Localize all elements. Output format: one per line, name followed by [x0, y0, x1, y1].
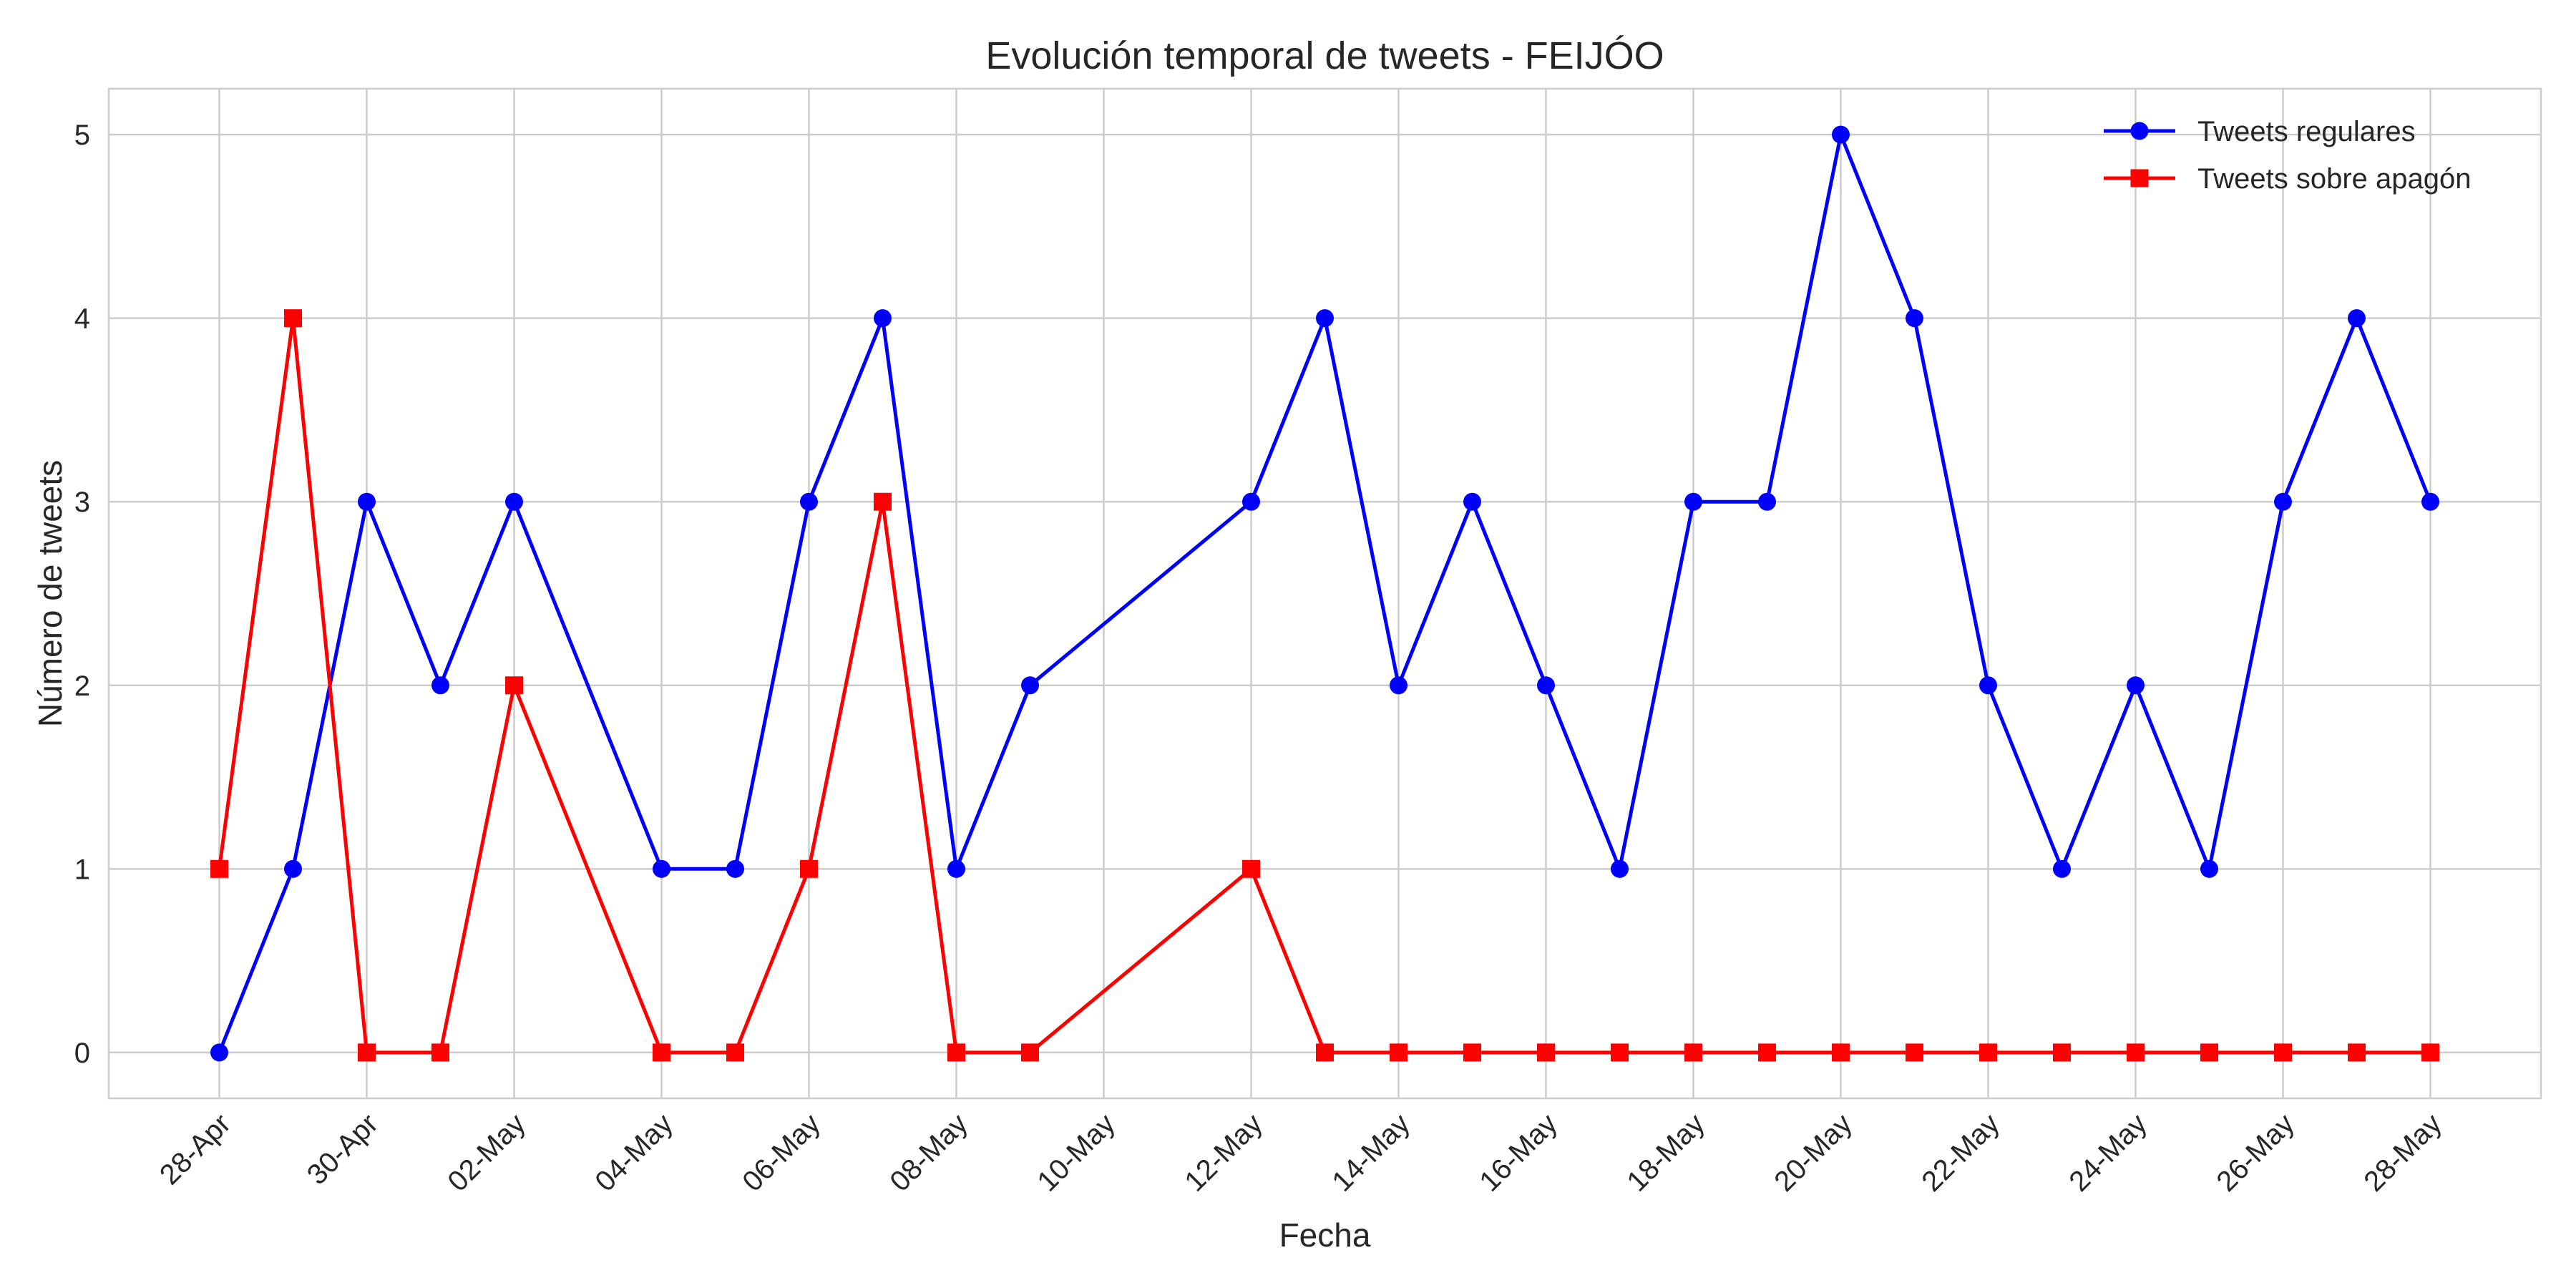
data-point — [1021, 676, 1039, 695]
data-point — [947, 1043, 965, 1062]
data-point — [653, 859, 670, 878]
data-point — [726, 859, 744, 878]
data-point — [1758, 1043, 1776, 1062]
data-point — [1979, 1043, 1997, 1062]
data-point — [1242, 859, 1260, 878]
data-point — [2421, 1043, 2439, 1062]
legend-item: Tweets regulares — [2104, 116, 2416, 147]
data-point — [358, 1043, 376, 1062]
series-layer — [210, 125, 2439, 1062]
data-point — [2200, 859, 2218, 878]
data-point — [2200, 1043, 2218, 1062]
y-tick-label: 1 — [74, 854, 90, 885]
data-point — [431, 676, 449, 695]
data-point — [1906, 309, 1923, 328]
data-point — [2274, 492, 2292, 511]
data-point — [1021, 1043, 1039, 1062]
series-tweets-apagon — [210, 309, 2439, 1062]
data-point — [1832, 125, 1850, 144]
grid — [109, 89, 2541, 1098]
data-point — [2274, 1043, 2292, 1062]
data-point — [800, 492, 818, 511]
legend: Tweets regulares Tweets sobre apagón — [2104, 116, 2471, 195]
data-point — [2348, 1043, 2366, 1062]
data-point — [1463, 1043, 1481, 1062]
data-point — [2053, 859, 2071, 878]
data-point — [1611, 1043, 1629, 1062]
data-point — [947, 859, 965, 878]
data-point — [2348, 309, 2366, 328]
y-tick-label: 3 — [74, 487, 90, 518]
data-point — [726, 1043, 744, 1062]
data-point — [210, 859, 228, 878]
data-point — [800, 859, 818, 878]
plot-frame — [107, 87, 2542, 1100]
data-point — [1390, 1043, 1407, 1062]
data-point — [431, 1043, 449, 1062]
y-axis-ticks: 0 1 2 3 4 5 — [74, 119, 90, 1069]
series-line — [218, 316, 2431, 1055]
data-point — [1537, 676, 1555, 695]
data-point — [284, 309, 302, 328]
data-point — [874, 309, 892, 328]
data-point — [2053, 1043, 2071, 1062]
data-point — [1316, 1043, 1334, 1062]
y-tick-label: 4 — [74, 303, 90, 335]
series-line — [218, 132, 2432, 1053]
data-point — [2127, 676, 2145, 695]
data-point — [653, 1043, 670, 1062]
data-point — [1906, 1043, 1923, 1062]
data-point — [1758, 492, 1776, 511]
data-point — [1611, 859, 1629, 878]
data-point — [1463, 492, 1481, 511]
data-point — [1832, 1043, 1850, 1062]
legend-marker — [2130, 122, 2149, 140]
data-point — [505, 676, 523, 695]
data-point — [505, 492, 523, 511]
data-point — [284, 859, 302, 878]
chart-title: Evolución temporal de tweets - FEIJÓO — [985, 34, 1664, 77]
y-tick-label: 2 — [74, 670, 90, 702]
data-point — [1390, 676, 1407, 695]
x-axis-title: Fecha — [1279, 1216, 1371, 1254]
data-point — [1242, 492, 1260, 511]
data-point — [1979, 676, 1997, 695]
legend-label: Tweets regulares — [2197, 116, 2416, 147]
data-point — [2127, 1043, 2145, 1062]
legend-marker — [2130, 169, 2149, 187]
y-tick-label: 0 — [74, 1038, 90, 1069]
data-point — [1537, 1043, 1555, 1062]
data-point — [210, 1043, 228, 1062]
legend-item: Tweets sobre apagón — [2104, 163, 2471, 195]
data-point — [1684, 1043, 1702, 1062]
legend-label: Tweets sobre apagón — [2197, 163, 2471, 195]
data-point — [874, 492, 892, 511]
series-tweets-regulares — [210, 125, 2439, 1062]
y-axis-title: Número de tweets — [31, 460, 69, 727]
data-point — [358, 492, 376, 511]
data-point — [2421, 492, 2439, 511]
data-point — [1316, 309, 1334, 328]
y-tick-label: 5 — [74, 119, 90, 151]
data-point — [1684, 492, 1702, 511]
